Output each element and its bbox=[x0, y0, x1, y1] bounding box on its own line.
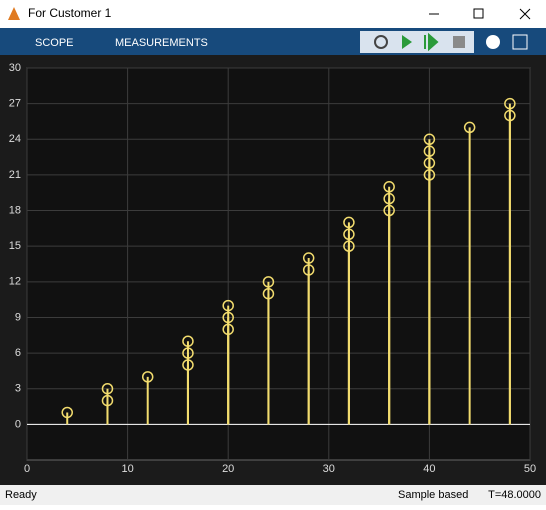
stop-button[interactable] bbox=[453, 36, 465, 48]
run-controls bbox=[360, 31, 474, 53]
y-tick-label: 0 bbox=[15, 418, 21, 430]
stem-marker bbox=[423, 133, 436, 146]
stem-marker bbox=[302, 252, 315, 264]
y-tick-label: 9 bbox=[15, 311, 21, 323]
stem-marker bbox=[141, 371, 154, 383]
y-tick-label: 6 bbox=[15, 347, 21, 359]
status-mode: Sample based bbox=[398, 489, 468, 501]
x-tick-label: 20 bbox=[222, 463, 234, 475]
help-button[interactable] bbox=[486, 35, 500, 49]
status-state: Ready bbox=[5, 489, 37, 501]
close-button[interactable] bbox=[519, 8, 531, 20]
x-tick-label: 40 bbox=[423, 463, 435, 475]
step-button[interactable] bbox=[374, 35, 388, 49]
stem-marker bbox=[101, 382, 114, 395]
stem-marker bbox=[182, 335, 194, 347]
status-bar bbox=[0, 485, 546, 505]
run-button[interactable] bbox=[402, 35, 412, 49]
y-tick-label: 30 bbox=[9, 62, 21, 74]
stem-marker bbox=[343, 216, 355, 229]
stem-marker bbox=[222, 299, 234, 312]
undock-button[interactable] bbox=[512, 34, 528, 50]
y-tick-label: 12 bbox=[9, 276, 21, 288]
stem-marker bbox=[383, 181, 395, 193]
title-bar bbox=[0, 0, 546, 28]
x-tick-label: 0 bbox=[24, 463, 30, 475]
app-icon bbox=[8, 7, 20, 20]
y-tick-label: 24 bbox=[9, 133, 21, 145]
step-forward-button[interactable] bbox=[424, 32, 439, 52]
x-tick-label: 50 bbox=[524, 463, 536, 475]
maximize-button[interactable] bbox=[473, 8, 484, 19]
y-tick-label: 3 bbox=[15, 383, 21, 395]
window-title: For Customer 1 bbox=[28, 6, 112, 20]
x-tick-label: 30 bbox=[323, 463, 335, 475]
axes bbox=[26, 67, 531, 461]
status-time: T=48.0000 bbox=[488, 489, 541, 501]
stem-marker bbox=[504, 97, 516, 110]
tab-scope[interactable]: SCOPE bbox=[35, 37, 74, 49]
x-tick-label: 10 bbox=[121, 463, 133, 475]
stem-marker bbox=[262, 276, 275, 288]
y-tick-label: 15 bbox=[9, 240, 21, 252]
stem-marker bbox=[463, 121, 476, 134]
stem-marker bbox=[61, 406, 73, 419]
y-tick-label: 18 bbox=[9, 204, 21, 216]
y-tick-label: 21 bbox=[9, 169, 21, 181]
tab-measurements[interactable]: MEASUREMENTS bbox=[115, 37, 208, 49]
y-tick-label: 27 bbox=[9, 98, 21, 110]
